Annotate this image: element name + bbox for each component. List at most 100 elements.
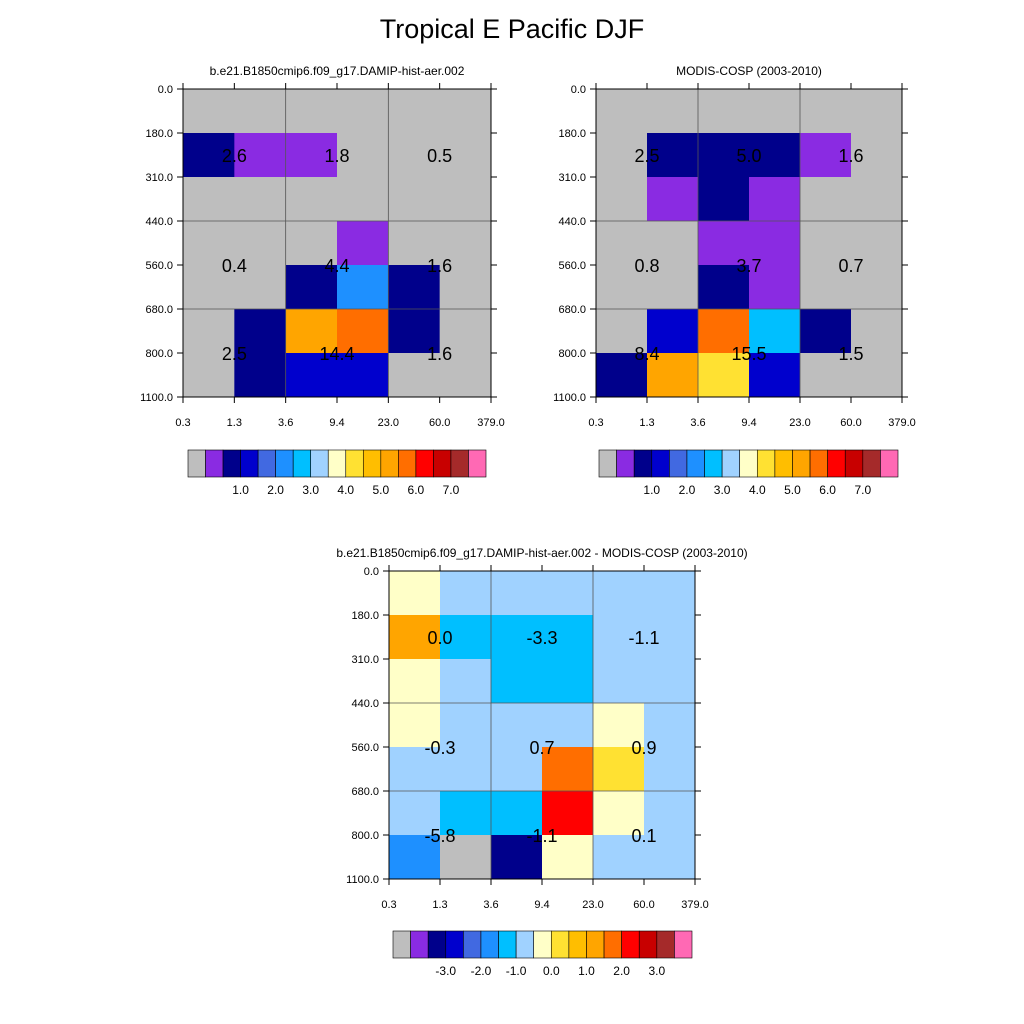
heatmap-cell — [285, 265, 338, 310]
cell-annotation: 0.8 — [634, 256, 659, 276]
panel-title: b.e21.B1850cmip6.f09_g17.DAMIP-hist-aer.… — [210, 64, 465, 78]
colorbar-swatch — [880, 449, 899, 478]
colorbar-label: 2.0 — [613, 964, 630, 978]
y-tick-label: 560.0 — [351, 742, 379, 754]
y-tick-label: 800.0 — [145, 348, 173, 360]
heatmap-cell — [698, 133, 750, 178]
y-tick-label: 180.0 — [351, 610, 379, 622]
heatmap-cell — [800, 265, 852, 310]
colorbar-label: 5.0 — [784, 483, 801, 497]
colorbar-swatch — [445, 930, 464, 959]
colorbar-label: 6.0 — [819, 483, 836, 497]
colorbar-swatch — [463, 930, 482, 959]
heatmap-cell — [183, 265, 235, 310]
heatmap-cell — [439, 265, 492, 310]
colorbar-swatch — [222, 449, 241, 478]
y-tick-label: 440.0 — [351, 698, 379, 710]
heatmap-cell — [851, 309, 903, 354]
cell-annotation: 1.6 — [427, 256, 452, 276]
heatmap-cell — [491, 703, 543, 748]
heatmap-cell — [183, 309, 235, 354]
heatmap-cell — [596, 89, 648, 134]
heatmap-cell — [800, 177, 852, 222]
heatmap-cell — [440, 835, 492, 880]
colorbar-swatch — [809, 449, 828, 478]
cell-annotation: 0.4 — [222, 256, 247, 276]
colorbar: 1.0 2.0 3.0 4.0 5.0 6.0 7.0 — [187, 449, 487, 497]
heatmap-cell — [800, 133, 852, 178]
heatmap-cell — [439, 353, 492, 398]
heatmap-cell — [285, 133, 338, 178]
colorbar-label: 3.0 — [714, 483, 731, 497]
colorbar-swatch — [345, 449, 364, 478]
cell-annotation: 2.5 — [634, 146, 659, 166]
colorbar-swatch — [621, 930, 640, 959]
x-tick-label: 3.6 — [278, 417, 293, 429]
cell-annotation: -5.8 — [424, 826, 455, 846]
colorbar-swatch — [669, 449, 688, 478]
heatmap-panel-2: MODIS-COSP (2003-2010) 0.0 180.0 310.0 440.0… — [553, 64, 916, 497]
y-tick-label: 560.0 — [558, 260, 586, 272]
cell-annotation: 0.0 — [427, 628, 452, 648]
heatmap-cell — [491, 835, 543, 880]
heatmap-cell — [593, 659, 645, 704]
heatmap-cell — [440, 747, 492, 792]
heatmap-cell — [542, 615, 594, 660]
heatmap-cell — [234, 221, 287, 266]
x-tick-label: 9.4 — [741, 417, 756, 429]
colorbar-swatch — [240, 449, 259, 478]
heatmap-cell — [389, 747, 441, 792]
heatmap-cell — [439, 221, 492, 266]
heatmap-cell — [183, 353, 235, 398]
heatmap-cell — [647, 89, 699, 134]
heatmap-cell — [698, 353, 750, 398]
x-tick-label: 1.3 — [639, 417, 654, 429]
x-tick-label: 9.4 — [329, 417, 344, 429]
colorbar-label: 2.0 — [267, 483, 284, 497]
x-tick-label: 0.3 — [175, 417, 190, 429]
heatmap-cell — [285, 89, 338, 134]
heatmap-cell — [749, 133, 801, 178]
cell-annotation: 0.1 — [631, 826, 656, 846]
colorbar-swatch — [398, 449, 417, 478]
heatmap-cell — [337, 353, 389, 398]
colorbar-label: 4.0 — [337, 483, 354, 497]
colorbar-swatch — [427, 930, 447, 959]
colorbar-swatch — [498, 930, 517, 959]
colorbar: -3.0 -2.0 -1.0 0.0 1.0 2.0 3.0 — [392, 930, 693, 978]
y-tick-label: 440.0 — [558, 216, 586, 228]
heatmap-cell — [698, 177, 750, 222]
heatmap-cell — [698, 309, 750, 354]
heatmap-cell — [389, 835, 441, 880]
colorbar-swatch — [410, 930, 429, 959]
colorbar-swatch — [433, 449, 452, 478]
cell-annotation: 3.7 — [736, 256, 761, 276]
heatmap-cell — [285, 177, 338, 222]
heatmap-cell — [596, 353, 648, 398]
heatmap-cell — [851, 353, 903, 398]
colorbar-swatch — [380, 449, 399, 478]
heatmap-cell — [234, 265, 287, 310]
colorbar-swatch — [603, 930, 622, 959]
heatmap-cell — [388, 133, 441, 178]
heatmap-cell — [698, 89, 750, 134]
panel-title: b.e21.B1850cmip6.f09_g17.DAMIP-hist-aer.… — [336, 546, 747, 560]
colorbar-swatch — [686, 449, 705, 478]
y-tick-label: 800.0 — [351, 830, 379, 842]
chart-title: Tropical E Pacific DJF — [379, 14, 645, 44]
cell-annotation: -0.3 — [424, 738, 455, 758]
y-tick-label: 800.0 — [558, 348, 586, 360]
colorbar-label: 1.0 — [578, 964, 595, 978]
heatmap-cell — [644, 835, 696, 880]
cell-annotation: 1.5 — [838, 344, 863, 364]
heatmap-cell — [337, 89, 389, 134]
heatmap-cell — [593, 791, 645, 836]
colorbar-swatch — [292, 449, 312, 478]
colorbar-swatch — [844, 449, 864, 478]
colorbar-swatch — [415, 449, 434, 478]
x-tick-label: 60.0 — [429, 417, 450, 429]
heatmap-cell — [439, 309, 492, 354]
cell-annotation: 14.4 — [319, 344, 354, 364]
colorbar-swatch — [515, 930, 535, 959]
